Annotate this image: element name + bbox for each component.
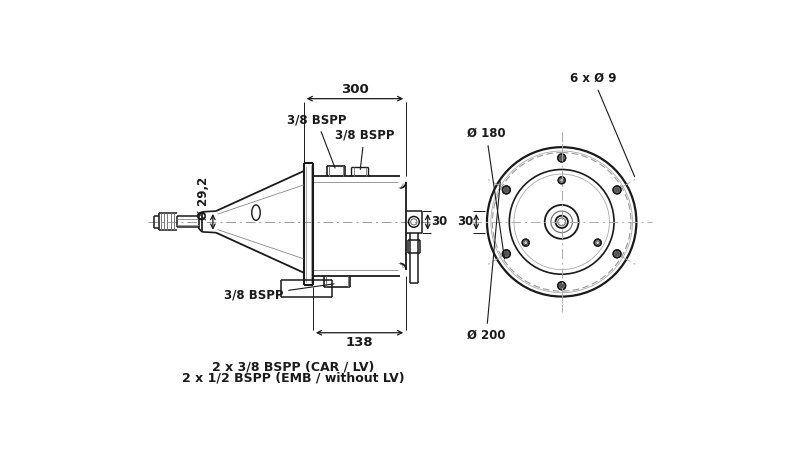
Circle shape <box>502 186 510 194</box>
Circle shape <box>613 186 621 194</box>
Text: 3/8 BSPP: 3/8 BSPP <box>224 284 334 302</box>
Circle shape <box>558 154 566 162</box>
Circle shape <box>522 239 529 246</box>
Text: 300: 300 <box>341 83 369 95</box>
Text: 2 x 1/2 BSPP (EMB / without LV): 2 x 1/2 BSPP (EMB / without LV) <box>182 371 404 384</box>
Circle shape <box>614 188 619 192</box>
Circle shape <box>559 284 564 288</box>
Text: 138: 138 <box>346 336 374 349</box>
Text: Ø 180: Ø 180 <box>467 127 506 259</box>
Circle shape <box>502 250 510 258</box>
Text: 30: 30 <box>430 216 447 228</box>
Circle shape <box>594 239 601 246</box>
Circle shape <box>504 188 509 192</box>
Circle shape <box>559 156 564 160</box>
Text: 3/8 BSPP: 3/8 BSPP <box>334 129 394 170</box>
Circle shape <box>558 282 566 290</box>
Text: 2 x 3/8 BSPP (CAR / LV): 2 x 3/8 BSPP (CAR / LV) <box>212 360 374 374</box>
Text: Ø 29,2: Ø 29,2 <box>197 177 210 220</box>
Text: 3/8 BSPP: 3/8 BSPP <box>287 113 346 168</box>
Circle shape <box>614 252 619 256</box>
Circle shape <box>613 250 621 258</box>
Circle shape <box>504 252 509 256</box>
Circle shape <box>558 177 565 184</box>
Text: 30: 30 <box>457 216 473 228</box>
Text: 6 x Ø 9: 6 x Ø 9 <box>570 72 634 176</box>
Text: Ø 200: Ø 200 <box>467 182 506 342</box>
